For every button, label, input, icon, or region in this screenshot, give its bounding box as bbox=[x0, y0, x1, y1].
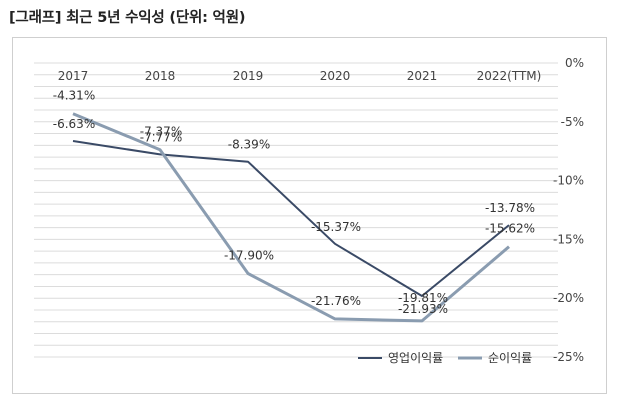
series-lines bbox=[72, 112, 510, 323]
net-data-label: -17.90% bbox=[224, 249, 274, 263]
x-tick-label: 2022(TTM) bbox=[477, 69, 542, 83]
operating-data-label: -7.77% bbox=[140, 130, 182, 144]
y-tick-label: -15% bbox=[553, 232, 584, 246]
data-labels: -6.63% -7.77% -8.39% -15.37% -19.81% -13.78% -… bbox=[53, 89, 535, 316]
chart-title: [그래프] 최근 5년 수익성 (단위: 억원) bbox=[9, 10, 246, 26]
x-tick-label: 2021 bbox=[407, 69, 438, 83]
x-axis-ticks: 2017 2018 2019 2020 2021 2022(TTM) bbox=[58, 69, 542, 83]
x-tick-label: 2017 bbox=[58, 69, 89, 83]
y-axis-ticks: 0% -5% -10% -15% -20% -25% bbox=[553, 56, 584, 364]
operating-margin-line bbox=[72, 140, 510, 297]
x-tick-label: 2020 bbox=[320, 69, 351, 83]
net-data-label: -4.31% bbox=[53, 89, 95, 103]
x-tick-label: 2019 bbox=[233, 69, 264, 83]
y-tick-label: -10% bbox=[553, 174, 584, 188]
operating-data-label: -6.63% bbox=[53, 117, 95, 131]
y-tick-label: -25% bbox=[553, 350, 584, 364]
x-tick-label: 2018 bbox=[145, 69, 176, 83]
operating-data-label: -13.78% bbox=[485, 201, 535, 215]
operating-data-label: -15.37% bbox=[311, 220, 361, 234]
operating-data-label: -19.81% bbox=[398, 291, 448, 305]
net-data-label: -7.37% bbox=[140, 125, 182, 139]
net-data-label: -21.76% bbox=[311, 294, 361, 308]
net-data-label: -15.62% bbox=[485, 222, 535, 236]
net-data-label: -21.93% bbox=[398, 302, 448, 316]
y-tick-label: -20% bbox=[553, 291, 584, 305]
grid-lines bbox=[34, 62, 558, 358]
operating-data-label: -8.39% bbox=[228, 138, 270, 152]
y-tick-label: 0% bbox=[565, 56, 584, 70]
y-tick-label: -5% bbox=[561, 115, 584, 129]
legend-label: 순이익률 bbox=[488, 351, 532, 365]
net-margin-line bbox=[72, 112, 510, 323]
legend-label: 영업이익률 bbox=[388, 351, 443, 365]
legend: 영업이익률 순이익률 bbox=[358, 351, 532, 365]
